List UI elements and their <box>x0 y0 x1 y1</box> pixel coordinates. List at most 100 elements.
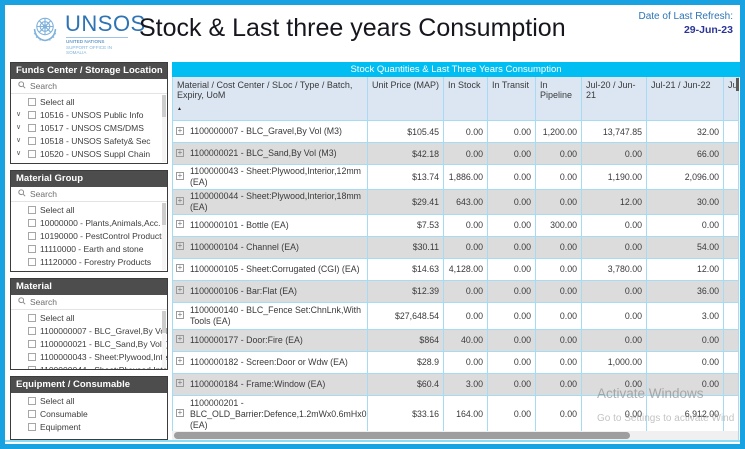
checkbox[interactable] <box>28 396 36 405</box>
fy-jul20-jun21-cell: 0.00 <box>581 213 647 237</box>
partial-column-cell <box>723 394 739 434</box>
expand-icon[interactable] <box>176 220 184 229</box>
expand-icon[interactable] <box>176 126 184 135</box>
filter-item-list: Select all Consumable Equipment <box>11 393 167 439</box>
checkbox[interactable] <box>28 244 36 253</box>
filter-item[interactable]: 10518 - UNSOS Safety& Sec <box>11 134 167 147</box>
expand-icon[interactable] <box>176 357 184 366</box>
unit-price-cell: $7.53 <box>367 213 444 237</box>
filter-item[interactable]: 10000000 - Plants,Animals,Acc. <box>11 216 167 229</box>
column-header-4[interactable]: In Pipeline <box>535 77 582 121</box>
filter-item[interactable]: Select all <box>11 394 167 407</box>
checkbox[interactable] <box>28 409 36 418</box>
expand-icon[interactable] <box>176 242 184 251</box>
filter-item[interactable]: 11110000 - Earth and stone <box>11 242 167 255</box>
search-input[interactable]: Search <box>11 295 167 310</box>
filter-item[interactable]: 1100000007 - BLC_Gravel,By Vol (M3) <box>11 324 167 337</box>
filter-item[interactable]: Consumable <box>11 407 167 420</box>
fy-jul21-jun22-cell: 6,912.00 <box>646 394 724 434</box>
column-header-6[interactable]: Jul-21 / Jun-22 <box>646 77 724 121</box>
chevron-down-icon[interactable] <box>16 137 24 145</box>
checkbox[interactable] <box>28 231 36 240</box>
filter-item[interactable]: 10516 - UNSOS Public Info <box>11 108 167 121</box>
expand-icon[interactable] <box>176 379 184 388</box>
filter-item[interactable]: 1100000043 - Sheet:Plywood,Interior,... <box>11 350 167 363</box>
in-stock-cell: 0.00 <box>443 120 488 143</box>
in-stock-cell: 164.00 <box>443 394 488 434</box>
in-stock-cell: 0.00 <box>443 213 488 237</box>
table-horizontal-scrollbar[interactable] <box>172 431 738 440</box>
in-transit-cell: 0.00 <box>487 142 536 165</box>
filter-item[interactable]: 10517 - UNSOS CMS/DMS <box>11 121 167 134</box>
column-header-2[interactable]: In Stock <box>443 77 488 121</box>
filter-item-label: 1100000021 - BLC_Sand,By Vol (M3) <box>40 338 167 349</box>
filter-item[interactable]: Select all <box>11 203 167 216</box>
filter-item[interactable]: 10522 - UNSOS Genrl Admin <box>11 160 167 163</box>
unit-price-cell: $12.39 <box>367 279 444 303</box>
chevron-down-icon[interactable] <box>16 111 24 119</box>
panel-scrollbar-thumb[interactable] <box>162 95 166 117</box>
filter-panel-title: Funds Center / Storage Location <box>11 63 167 79</box>
filter-item[interactable]: 10190000 - PestControl Products <box>11 229 167 242</box>
material-cell: 1100000105 - Sheet:Corrugated (CGI) (EA) <box>172 257 368 281</box>
checkbox[interactable] <box>28 97 36 106</box>
checkbox[interactable] <box>28 313 36 322</box>
fy-jul21-jun22-cell: 54.00 <box>646 235 724 259</box>
filter-item-label: Select all <box>40 96 75 107</box>
checkbox[interactable] <box>28 205 36 214</box>
table-row: 1100000007 - BLC_Gravel,By Vol (M3) $105.… <box>172 120 739 143</box>
column-header-5[interactable]: Jul-20 / Jun-21 <box>581 77 647 121</box>
filter-item[interactable]: 11120000 - Forestry Products <box>11 255 167 268</box>
filter-item[interactable]: Equipment <box>11 420 167 433</box>
checkbox[interactable] <box>28 136 36 145</box>
column-header-3[interactable]: In Transit <box>487 77 536 121</box>
in-pipeline-cell: 0.00 <box>535 279 582 303</box>
expand-icon[interactable] <box>176 335 184 344</box>
filter-item[interactable]: 10520 - UNSOS Suppl Chain <box>11 147 167 160</box>
panel-scrollbar[interactable] <box>162 203 166 270</box>
material-cell: 1100000007 - BLC_Gravel,By Vol (M3) <box>172 120 368 143</box>
column-header-0[interactable]: Material / Cost Center / SLoc / Type / B… <box>172 77 368 121</box>
filter-item[interactable]: 1100000044 - Sheet:Plywood,Interior,... <box>11 363 167 369</box>
checkbox[interactable] <box>28 326 36 335</box>
expand-icon[interactable] <box>176 171 184 180</box>
unit-price-cell: $28.9 <box>367 350 444 374</box>
expand-icon[interactable] <box>176 196 184 205</box>
search-input[interactable]: Search <box>11 187 167 202</box>
search-input[interactable]: Search <box>11 79 167 94</box>
expand-icon[interactable] <box>176 148 184 157</box>
table-vertical-scrollbar[interactable] <box>736 78 739 91</box>
horizontal-scrollbar-thumb[interactable] <box>174 432 630 439</box>
panel-scrollbar-thumb[interactable] <box>162 311 166 333</box>
chevron-down-icon[interactable] <box>16 124 24 132</box>
checkbox[interactable] <box>28 218 36 227</box>
in-transit-cell: 0.00 <box>487 350 536 374</box>
column-header-1[interactable]: Unit Price (MAP) <box>367 77 444 121</box>
checkbox[interactable] <box>28 422 36 431</box>
in-stock-cell: 0.00 <box>443 301 488 330</box>
filter-item[interactable]: 1100000021 - BLC_Sand,By Vol (M3) <box>11 337 167 350</box>
checkbox[interactable] <box>28 110 36 119</box>
checkbox[interactable] <box>28 123 36 132</box>
checkbox[interactable] <box>28 339 36 348</box>
panel-scrollbar[interactable] <box>162 95 166 162</box>
filter-item[interactable]: Select all <box>11 95 167 108</box>
checkbox[interactable] <box>28 352 36 361</box>
expand-icon[interactable] <box>176 286 184 295</box>
column-header-7[interactable]: Ju <box>723 77 739 121</box>
checkbox[interactable] <box>28 149 36 158</box>
material-label: 1100000184 - Frame:Window (EA) <box>190 378 326 389</box>
chevron-down-icon[interactable] <box>16 150 24 158</box>
checkbox[interactable] <box>28 365 36 369</box>
checkbox[interactable] <box>28 257 36 266</box>
checkbox[interactable] <box>28 270 36 271</box>
checkbox[interactable] <box>28 162 36 163</box>
panel-scrollbar[interactable] <box>162 311 166 368</box>
filter-item[interactable]: 11140000 - Scrap Materials <box>11 268 167 271</box>
expand-icon[interactable] <box>176 310 184 319</box>
expand-icon[interactable] <box>176 264 184 273</box>
expand-icon[interactable] <box>176 409 184 418</box>
panel-scrollbar-thumb[interactable] <box>162 203 166 225</box>
filter-item[interactable]: Select all <box>11 311 167 324</box>
chevron-down-icon[interactable] <box>16 163 24 164</box>
